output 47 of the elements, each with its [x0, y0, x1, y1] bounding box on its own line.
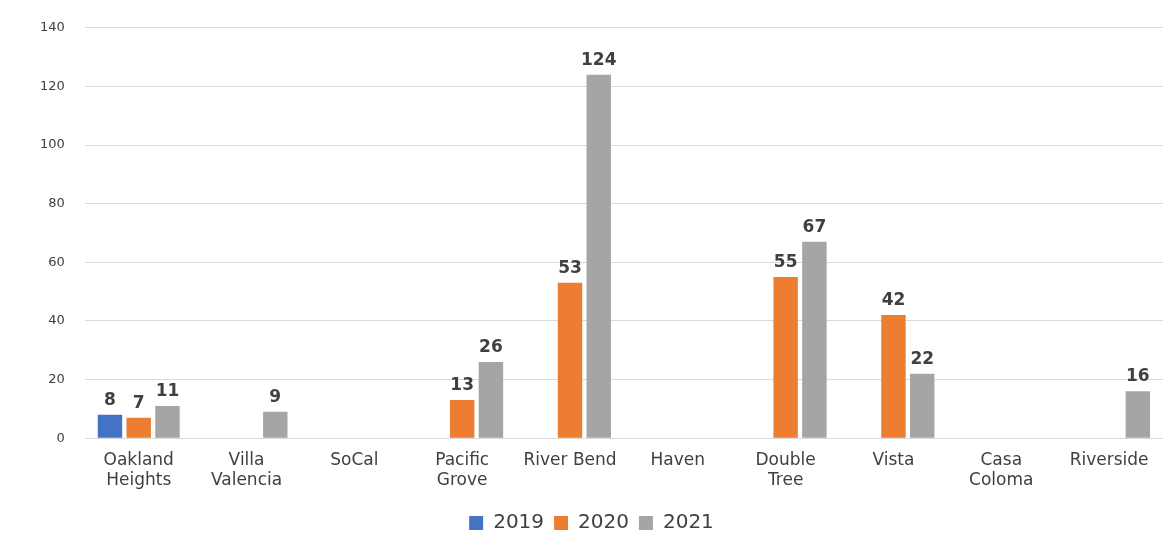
x-tick-label: Vista — [872, 448, 915, 469]
data-label: 11 — [155, 379, 180, 400]
x-tick-label: River Bend — [523, 448, 617, 469]
x-tick-label: Pacific Grove — [435, 448, 490, 490]
x-tick-label: Villa Valencia — [210, 448, 283, 490]
legend-label: 2020 — [578, 509, 629, 534]
bar — [1125, 391, 1151, 438]
bar — [126, 417, 151, 438]
bar — [909, 373, 935, 438]
bar — [155, 405, 180, 438]
bar — [802, 241, 827, 438]
data-label: 26 — [479, 335, 503, 356]
x-tick-label: Oakland Heights — [103, 448, 174, 490]
x-tick-label: Haven — [650, 448, 706, 469]
bar — [263, 411, 288, 438]
data-label: 53 — [558, 256, 582, 277]
data-label: 22 — [910, 347, 935, 368]
bar — [557, 282, 583, 438]
bar — [773, 276, 798, 438]
x-tick-label: Double Tree — [755, 448, 816, 490]
y-tick-label: 80 — [48, 195, 65, 211]
data-label: 42 — [881, 289, 906, 309]
data-label: 16 — [1126, 365, 1150, 386]
x-tick-label: Riverside — [1069, 448, 1149, 469]
y-tick-label: 0 — [56, 429, 65, 445]
y-tick-label: 60 — [48, 253, 65, 269]
x-tick-label: Casa Coloma — [969, 448, 1034, 490]
legend-label: 2019 — [493, 509, 545, 534]
data-label: 9 — [269, 385, 282, 406]
data-label: 67 — [802, 215, 827, 236]
data-label: 8 — [104, 388, 116, 409]
data-label: 13 — [450, 374, 475, 395]
data-label: 55 — [773, 250, 798, 271]
bar — [97, 414, 123, 438]
bar — [586, 74, 611, 438]
bar — [478, 361, 504, 438]
y-tick-label: 120 — [39, 77, 65, 93]
y-tick-label: 40 — [48, 312, 65, 328]
legend-label: 2021 — [662, 509, 714, 534]
y-tick-label: 20 — [48, 370, 65, 386]
x-tick-label: SoCal — [330, 448, 379, 469]
data-label: 7 — [132, 391, 145, 412]
data-label: 124 — [581, 48, 617, 69]
bar — [449, 400, 475, 438]
y-tick-label: 100 — [39, 136, 65, 152]
bar — [881, 315, 906, 438]
y-tick-label: 140 — [39, 19, 65, 35]
